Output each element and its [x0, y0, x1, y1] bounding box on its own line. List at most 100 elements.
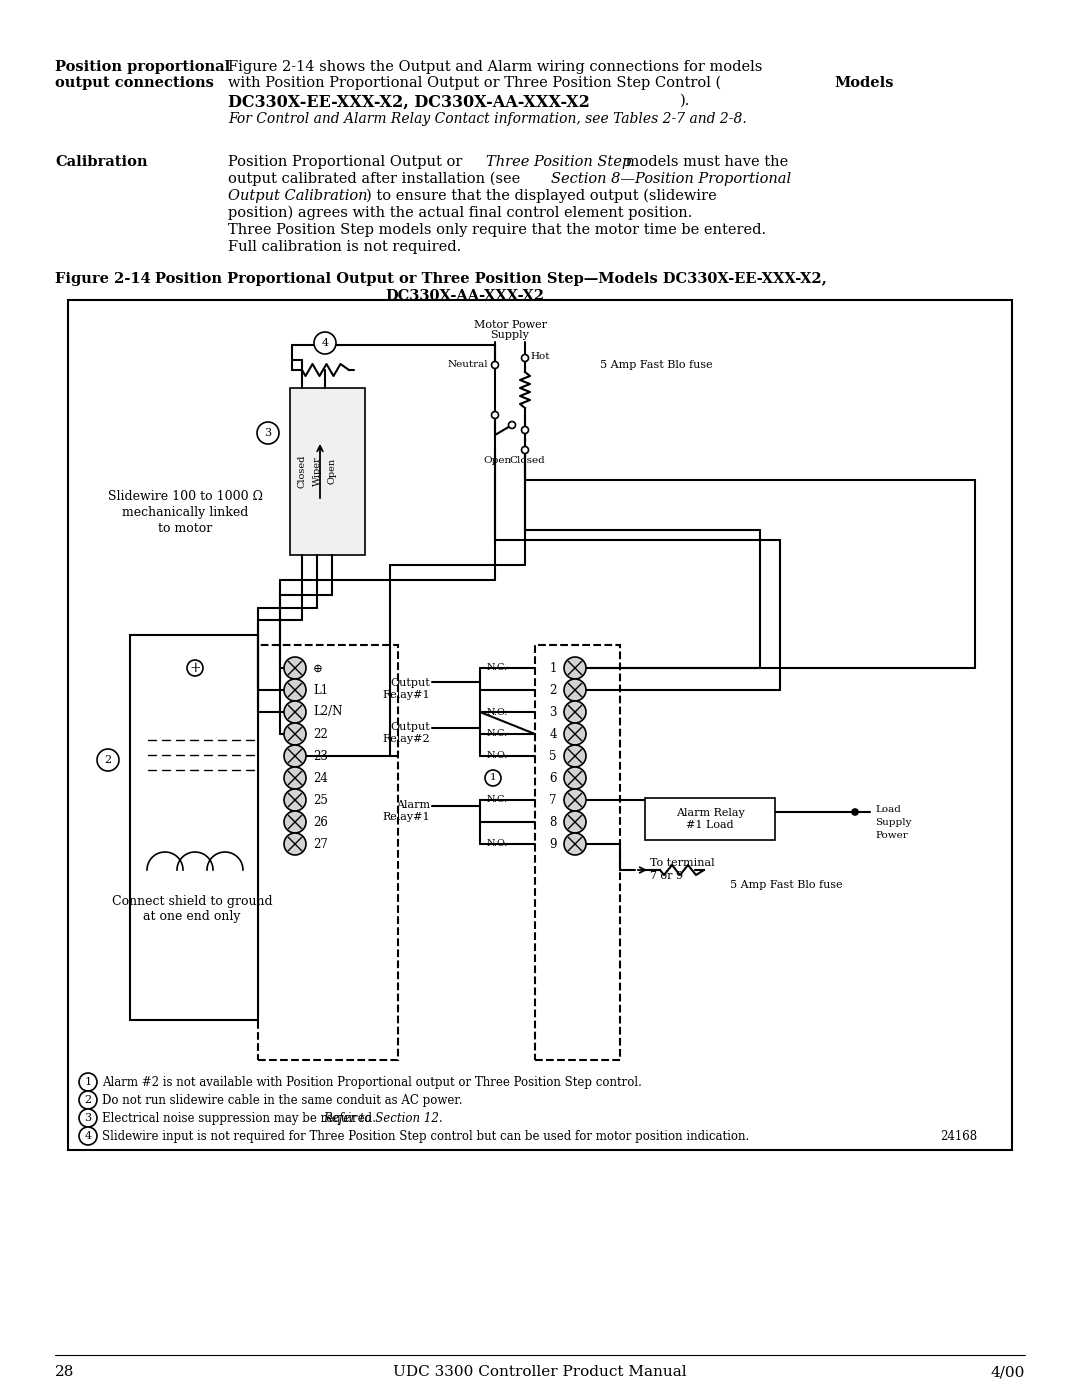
- Text: Electrical noise suppression may be required.: Electrical noise suppression may be requ…: [102, 1112, 380, 1125]
- Text: ).: ).: [680, 94, 690, 108]
- Text: 4: 4: [84, 1132, 92, 1141]
- Text: 2: 2: [105, 754, 111, 766]
- Text: Power: Power: [875, 831, 908, 840]
- Circle shape: [564, 701, 586, 724]
- Circle shape: [564, 789, 586, 812]
- Text: Load: Load: [875, 805, 901, 814]
- Text: Position Proportional Output or: Position Proportional Output or: [228, 155, 467, 169]
- Text: ) to ensure that the displayed output (slidewire: ) to ensure that the displayed output (s…: [366, 189, 717, 204]
- Text: position) agrees with the actual final control element position.: position) agrees with the actual final c…: [228, 205, 692, 221]
- Circle shape: [284, 745, 306, 767]
- Text: 1: 1: [489, 774, 497, 782]
- Text: models must have the: models must have the: [621, 155, 788, 169]
- Text: Wiper: Wiper: [312, 457, 322, 486]
- Text: Slidewire input is not required for Three Position Step control but can be used : Slidewire input is not required for Thre…: [102, 1130, 750, 1143]
- Text: 22: 22: [313, 728, 327, 740]
- Circle shape: [284, 657, 306, 679]
- Circle shape: [284, 679, 306, 701]
- Text: output calibrated after installation (see: output calibrated after installation (se…: [228, 172, 525, 186]
- Text: Alarm Relay: Alarm Relay: [676, 807, 744, 819]
- Text: Relay#1: Relay#1: [382, 812, 430, 821]
- Bar: [130, 636, 258, 1020]
- Text: Supply: Supply: [490, 330, 529, 339]
- Text: 4: 4: [550, 728, 557, 740]
- Circle shape: [79, 1073, 97, 1091]
- Circle shape: [284, 767, 306, 789]
- Circle shape: [284, 701, 306, 724]
- Circle shape: [852, 809, 858, 814]
- Text: Three Position Step models only require that the motor time be entered.: Three Position Step models only require …: [228, 224, 766, 237]
- Text: 8: 8: [550, 816, 557, 828]
- Circle shape: [564, 767, 586, 789]
- Text: 28: 28: [55, 1365, 75, 1379]
- Bar: [258, 645, 399, 1060]
- Text: Connect shield to ground: Connect shield to ground: [111, 895, 272, 908]
- Bar: [645, 798, 775, 840]
- Text: 24: 24: [313, 771, 328, 785]
- Text: at one end only: at one end only: [144, 909, 241, 923]
- Circle shape: [79, 1109, 97, 1127]
- Circle shape: [564, 812, 586, 833]
- Text: 4/00: 4/00: [990, 1365, 1025, 1379]
- Text: 3: 3: [84, 1113, 92, 1123]
- Circle shape: [491, 362, 499, 369]
- Circle shape: [564, 657, 586, 679]
- Circle shape: [79, 1127, 97, 1146]
- Text: N.C.: N.C.: [487, 795, 508, 805]
- Text: Closed: Closed: [297, 454, 307, 488]
- Text: N.O.: N.O.: [487, 708, 509, 717]
- Circle shape: [485, 770, 501, 787]
- Text: N.C.: N.C.: [487, 729, 508, 738]
- Circle shape: [564, 833, 586, 855]
- Text: Closed: Closed: [509, 455, 545, 465]
- Text: Position Proportional Output or Three Position Step—Models DC330X-EE-XXX-X2,: Position Proportional Output or Three Po…: [156, 272, 827, 286]
- Text: Motor Power: Motor Power: [473, 320, 546, 330]
- Text: DC330X-AA-XXX-X2: DC330X-AA-XXX-X2: [386, 289, 544, 303]
- Text: Position proportional: Position proportional: [55, 60, 230, 74]
- Bar: [535, 645, 620, 1060]
- Circle shape: [284, 789, 306, 812]
- Text: Supply: Supply: [875, 819, 912, 827]
- Text: Output: Output: [390, 722, 430, 732]
- Text: #1 Load: #1 Load: [686, 820, 733, 830]
- Text: Figure 2-14: Figure 2-14: [55, 272, 151, 286]
- Text: Refer to Section 12.: Refer to Section 12.: [323, 1112, 443, 1125]
- Text: 5 Amp Fast Blo fuse: 5 Amp Fast Blo fuse: [730, 880, 842, 890]
- Text: 27: 27: [313, 837, 328, 851]
- Text: Alarm: Alarm: [396, 800, 430, 810]
- Text: Neutral: Neutral: [447, 360, 488, 369]
- Circle shape: [284, 833, 306, 855]
- Text: with Position Proportional Output or Three Position Step Control (: with Position Proportional Output or Thr…: [228, 75, 721, 91]
- Text: 24168: 24168: [940, 1130, 977, 1143]
- Text: 1: 1: [84, 1077, 92, 1087]
- Text: For Control and Alarm Relay Contact information, see Tables 2-7 and 2-8.: For Control and Alarm Relay Contact info…: [228, 112, 746, 126]
- Text: 6: 6: [550, 771, 557, 785]
- Text: Relay#2: Relay#2: [382, 733, 430, 745]
- Text: output connections: output connections: [55, 75, 214, 89]
- Text: 1: 1: [550, 662, 557, 675]
- Circle shape: [564, 724, 586, 745]
- Text: Do not run slidewire cable in the same conduit as AC power.: Do not run slidewire cable in the same c…: [102, 1094, 462, 1106]
- Text: Figure 2-14 shows the Output and Alarm wiring connections for models: Figure 2-14 shows the Output and Alarm w…: [228, 60, 762, 74]
- Text: Calibration: Calibration: [55, 155, 148, 169]
- Text: To terminal: To terminal: [650, 858, 715, 868]
- Text: ⊕: ⊕: [313, 662, 323, 675]
- Text: N.C.: N.C.: [487, 664, 508, 672]
- Circle shape: [314, 332, 336, 353]
- Circle shape: [564, 679, 586, 701]
- Circle shape: [97, 749, 119, 771]
- Text: 2: 2: [550, 683, 557, 697]
- Text: Full calibration is not required.: Full calibration is not required.: [228, 240, 461, 254]
- Text: 23: 23: [313, 750, 328, 763]
- Circle shape: [522, 355, 528, 362]
- Text: 7 or 9: 7 or 9: [650, 870, 684, 882]
- Text: Output Calibration: Output Calibration: [228, 189, 367, 203]
- Text: L1: L1: [313, 683, 328, 697]
- Circle shape: [284, 724, 306, 745]
- Text: 7: 7: [550, 793, 557, 806]
- Text: 4: 4: [322, 338, 328, 348]
- Circle shape: [509, 422, 515, 429]
- Text: Models: Models: [834, 75, 893, 89]
- Text: Three Position Step: Three Position Step: [486, 155, 631, 169]
- Text: DC330X-EE-XXX-X2, DC330X-AA-XXX-X2: DC330X-EE-XXX-X2, DC330X-AA-XXX-X2: [228, 94, 590, 110]
